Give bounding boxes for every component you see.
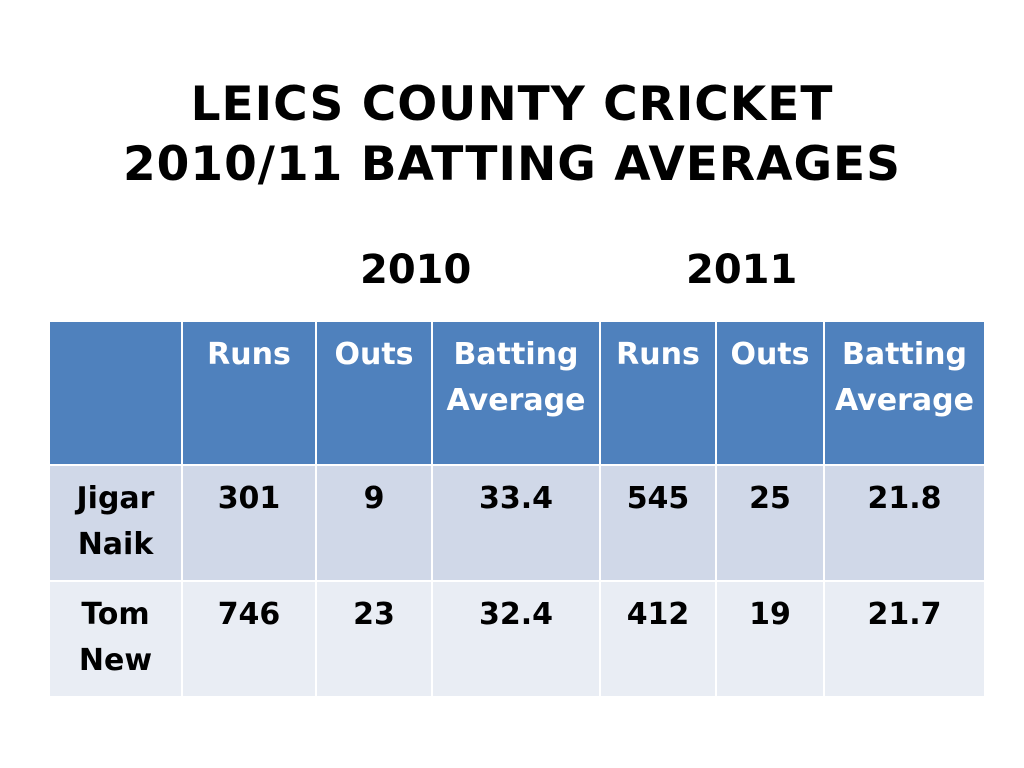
header-text: Outs xyxy=(334,337,414,372)
runs-2011-cell: 545 xyxy=(599,464,717,582)
runs-2010-cell: 746 xyxy=(181,580,317,698)
player-name-line: Tom xyxy=(81,597,150,632)
table-row: Tom New 746 23 32.4 412 19 21.7 xyxy=(48,580,986,698)
player-name-line: Naik xyxy=(77,527,154,562)
batting-averages-table: Runs Outs Batting Average Runs Outs Batt… xyxy=(48,320,986,698)
header-cell-blank xyxy=(48,320,183,466)
header-text: Batting xyxy=(453,337,579,372)
header-cell-average-2011: Batting Average xyxy=(823,320,986,466)
title-line-2: 2010/11 BATTING AVERAGES xyxy=(122,137,902,192)
table-row: Jigar Naik 301 9 33.4 545 25 21.8 xyxy=(48,464,986,582)
header-text: Average xyxy=(446,383,586,418)
header-text: Runs xyxy=(616,337,700,372)
average-2011-cell: 21.8 xyxy=(823,464,986,582)
runs-2011-cell: 412 xyxy=(599,580,717,698)
header-cell-outs-2011: Outs xyxy=(715,320,825,466)
average-2010-cell: 32.4 xyxy=(431,580,601,698)
year-label-2011: 2011 xyxy=(686,247,798,293)
table-header-row: Runs Outs Batting Average Runs Outs Batt… xyxy=(48,320,986,466)
player-name-cell: Jigar Naik xyxy=(48,464,183,582)
average-2011-cell: 21.7 xyxy=(823,580,986,698)
header-cell-average-2010: Batting Average xyxy=(431,320,601,466)
header-cell-runs-2011: Runs xyxy=(599,320,717,466)
slide-title: LEICS COUNTY CRICKET 2010/11 BATTING AVE… xyxy=(0,75,1024,195)
outs-2011-cell: 25 xyxy=(715,464,825,582)
outs-2010-cell: 9 xyxy=(315,464,433,582)
header-text: Average xyxy=(835,383,974,418)
average-2010-cell: 33.4 xyxy=(431,464,601,582)
title-line-1: LEICS COUNTY CRICKET xyxy=(190,77,834,132)
header-text: Batting xyxy=(842,337,967,372)
outs-2010-cell: 23 xyxy=(315,580,433,698)
year-label-2010: 2010 xyxy=(360,247,472,293)
outs-2011-cell: 19 xyxy=(715,580,825,698)
player-name-line: New xyxy=(78,643,153,678)
header-cell-outs-2010: Outs xyxy=(315,320,433,466)
header-text: Runs xyxy=(207,337,291,372)
header-cell-runs-2010: Runs xyxy=(181,320,317,466)
player-name-cell: Tom New xyxy=(48,580,183,698)
header-text: Outs xyxy=(730,337,810,372)
runs-2010-cell: 301 xyxy=(181,464,317,582)
player-name-line: Jigar xyxy=(76,481,155,516)
